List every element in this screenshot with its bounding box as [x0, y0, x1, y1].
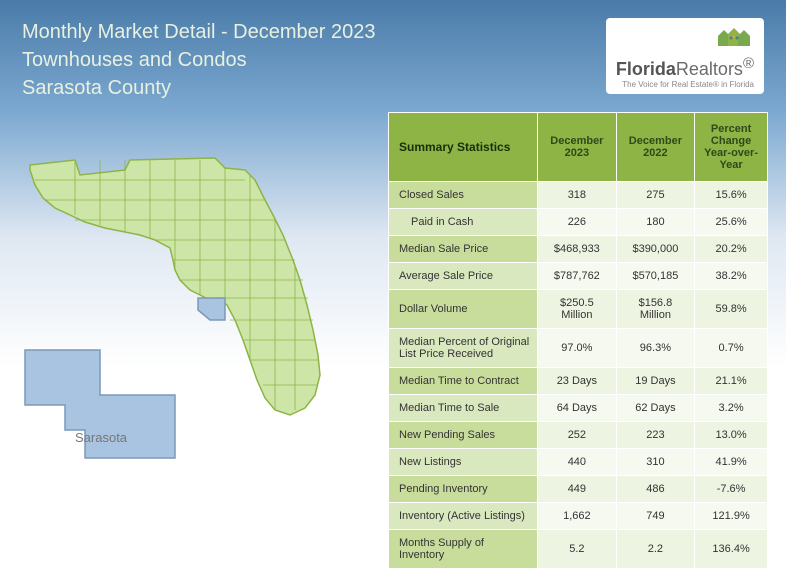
table-row: Inventory (Active Listings)1,662749121.9…: [389, 503, 768, 530]
stat-label: Months Supply of Inventory: [389, 530, 538, 569]
stat-label: New Pending Sales: [389, 422, 538, 449]
stat-current: 440: [538, 449, 617, 476]
stat-change: 20.2%: [695, 236, 768, 263]
county-label: Sarasota: [75, 430, 127, 445]
summary-statistics-table: Summary Statistics December 2023 Decembe…: [388, 112, 768, 569]
table-row: Median Time to Contract23 Days19 Days21.…: [389, 368, 768, 395]
stat-current: 5.2: [538, 530, 617, 569]
stat-label: Median Time to Contract: [389, 368, 538, 395]
col-header-prior: December 2022: [616, 113, 695, 182]
stat-label: Average Sale Price: [389, 263, 538, 290]
table-row: Median Percent of Original List Price Re…: [389, 329, 768, 368]
stat-change: 41.9%: [695, 449, 768, 476]
report-body: Sarasota Summary Statistics December 202…: [0, 110, 786, 538]
brand-strong: Florida: [616, 59, 676, 79]
stat-change: 13.0%: [695, 422, 768, 449]
table-row: New Listings44031041.9%: [389, 449, 768, 476]
stat-prior: 749: [616, 503, 695, 530]
table-row: Closed Sales31827515.6%: [389, 182, 768, 209]
stat-prior: 310: [616, 449, 695, 476]
stat-change: 38.2%: [695, 263, 768, 290]
stat-prior: 2.2: [616, 530, 695, 569]
table-row: Paid in Cash22618025.6%: [389, 209, 768, 236]
county-detail-map: [15, 340, 185, 470]
brand-rest: Realtors: [676, 59, 743, 79]
stat-prior: $570,185: [616, 263, 695, 290]
stat-current: 23 Days: [538, 368, 617, 395]
brand-text: FloridaRealtors®: [616, 55, 754, 80]
stat-prior: $156.8 Million: [616, 290, 695, 329]
stat-current: 97.0%: [538, 329, 617, 368]
stat-label: Paid in Cash: [389, 209, 538, 236]
table-row: Pending Inventory449486-7.6%: [389, 476, 768, 503]
stat-current: 252: [538, 422, 617, 449]
stat-prior: 19 Days: [616, 368, 695, 395]
stat-current: 318: [538, 182, 617, 209]
stat-prior: 223: [616, 422, 695, 449]
table-row: Average Sale Price$787,762$570,18538.2%: [389, 263, 768, 290]
stat-prior: 96.3%: [616, 329, 695, 368]
table-row: New Pending Sales25222313.0%: [389, 422, 768, 449]
stat-change: 0.7%: [695, 329, 768, 368]
col-header-current: December 2023: [538, 113, 617, 182]
col-header-change: Percent ChangeYear-over-Year: [695, 113, 768, 182]
stat-prior: 486: [616, 476, 695, 503]
stat-prior: $390,000: [616, 236, 695, 263]
stat-label: New Listings: [389, 449, 538, 476]
stat-current: 226: [538, 209, 617, 236]
stat-current: 1,662: [538, 503, 617, 530]
stat-change: -7.6%: [695, 476, 768, 503]
brand-tagline: The Voice for Real Estate® in Florida: [616, 80, 754, 89]
stat-prior: 62 Days: [616, 395, 695, 422]
stat-change: 121.9%: [695, 503, 768, 530]
stat-prior: 275: [616, 182, 695, 209]
stat-label: Inventory (Active Listings): [389, 503, 538, 530]
brand-logo: FloridaRealtors® The Voice for Real Esta…: [606, 18, 764, 94]
stat-current: $250.5 Million: [538, 290, 617, 329]
table-header-row: Summary Statistics December 2023 Decembe…: [389, 113, 768, 182]
table-row: Months Supply of Inventory5.22.2136.4%: [389, 530, 768, 569]
map-area: Sarasota: [15, 120, 385, 500]
stat-change: 3.2%: [695, 395, 768, 422]
report-header: Monthly Market Detail - December 2023 To…: [0, 0, 786, 110]
stat-change: 15.6%: [695, 182, 768, 209]
stat-label: Pending Inventory: [389, 476, 538, 503]
stat-label: Dollar Volume: [389, 290, 538, 329]
stat-current: $468,933: [538, 236, 617, 263]
stat-label: Median Percent of Original List Price Re…: [389, 329, 538, 368]
stat-current: 449: [538, 476, 617, 503]
table-row: Median Time to Sale64 Days62 Days3.2%: [389, 395, 768, 422]
table-row: Dollar Volume$250.5 Million$156.8 Millio…: [389, 290, 768, 329]
stat-change: 59.8%: [695, 290, 768, 329]
stat-label: Median Sale Price: [389, 236, 538, 263]
highlighted-county: [198, 298, 225, 320]
stat-label: Median Time to Sale: [389, 395, 538, 422]
col-header-statistic: Summary Statistics: [389, 113, 538, 182]
table-row: Median Sale Price$468,933$390,00020.2%: [389, 236, 768, 263]
stat-change: 25.6%: [695, 209, 768, 236]
stat-current: 64 Days: [538, 395, 617, 422]
stat-prior: 180: [616, 209, 695, 236]
stat-current: $787,762: [538, 263, 617, 290]
stat-change: 21.1%: [695, 368, 768, 395]
report-container: Monthly Market Detail - December 2023 To…: [0, 0, 786, 538]
stat-change: 136.4%: [695, 530, 768, 569]
houses-icon: [616, 23, 754, 55]
stat-label: Closed Sales: [389, 182, 538, 209]
